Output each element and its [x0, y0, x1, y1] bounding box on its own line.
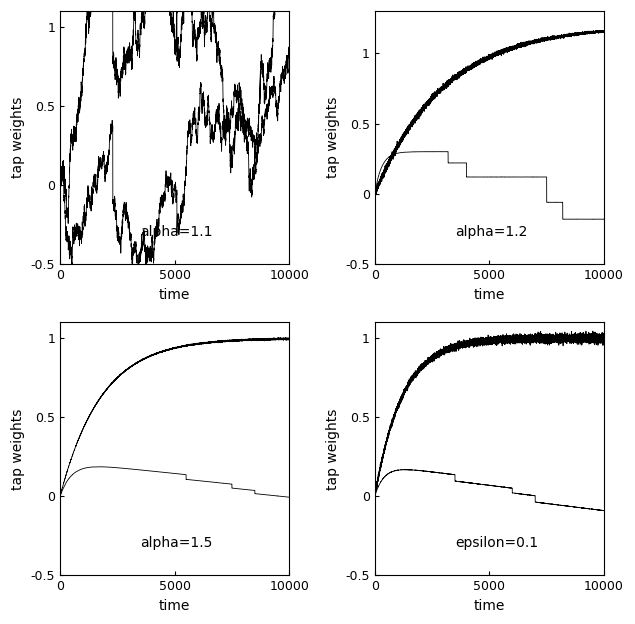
X-axis label: time: time [159, 599, 190, 613]
X-axis label: time: time [474, 599, 505, 613]
X-axis label: time: time [159, 288, 190, 301]
Text: alpha=1.5: alpha=1.5 [140, 536, 213, 550]
Y-axis label: tap weights: tap weights [11, 97, 25, 178]
Text: alpha=1.2: alpha=1.2 [455, 225, 527, 239]
Y-axis label: tap weights: tap weights [326, 97, 340, 178]
Text: alpha=1.1: alpha=1.1 [140, 225, 213, 239]
X-axis label: time: time [474, 288, 505, 301]
Y-axis label: tap weights: tap weights [326, 408, 340, 490]
Text: epsilon=0.1: epsilon=0.1 [455, 536, 538, 550]
Y-axis label: tap weights: tap weights [11, 408, 25, 490]
